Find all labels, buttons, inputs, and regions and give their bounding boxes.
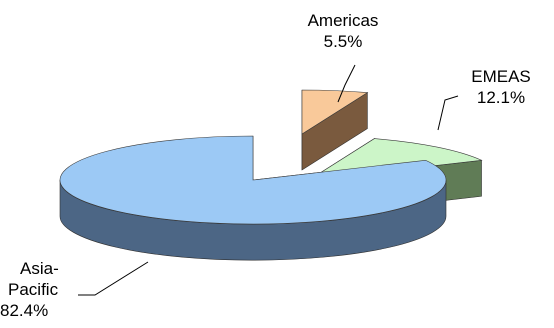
americas-percent: 5.5% [323, 32, 363, 51]
asia-pacific-name-line2: Pacific [8, 280, 59, 299]
americas-label: Americas 5.5% [288, 10, 398, 52]
americas-slice [301, 89, 369, 135]
asia-pacific-leader-line [78, 261, 149, 296]
asia-pacific-slice [59, 135, 447, 225]
americas-name: Americas [307, 11, 379, 30]
asia-pacific-percent: 82.4% [0, 301, 49, 320]
leader-lines [78, 64, 459, 296]
pie-tops [59, 89, 483, 225]
emeas-label: EMEAS 12.1% [455, 66, 547, 108]
asia-pacific-name-line1: Asia- [20, 259, 59, 278]
asia-pacific-label: Asia- Pacific 82.4% [0, 258, 90, 321]
emeas-name: EMEAS [471, 67, 531, 86]
emeas-leader-line [437, 95, 459, 131]
americas-leader-line [337, 64, 356, 103]
emeas-percent: 12.1% [476, 88, 526, 107]
